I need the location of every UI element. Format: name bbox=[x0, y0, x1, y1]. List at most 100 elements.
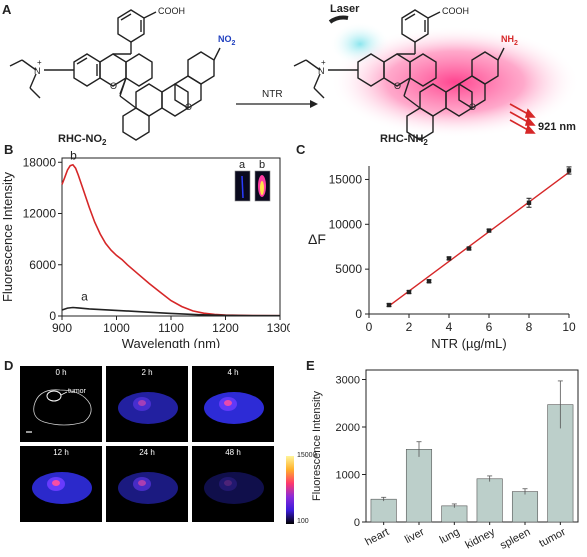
product-cooh: COOH bbox=[442, 6, 469, 16]
plot-frame bbox=[365, 369, 579, 523]
time-label: 4 h bbox=[227, 368, 239, 377]
tumor-pointer bbox=[60, 391, 68, 396]
imaging-frame: 12 h bbox=[20, 446, 102, 522]
x-tick-label: liver bbox=[403, 526, 427, 546]
data-point bbox=[446, 256, 452, 261]
panel-label-b: B bbox=[4, 142, 14, 157]
x-tick-label: kidney bbox=[463, 526, 497, 552]
series-label-a: a bbox=[81, 290, 88, 304]
y-tick-label: 0 bbox=[354, 517, 360, 529]
y-tick-label: 5000 bbox=[335, 262, 362, 276]
y-tick-label: 12000 bbox=[23, 207, 57, 221]
mouse-image bbox=[204, 472, 264, 504]
mouse-signal-body bbox=[204, 472, 264, 504]
data-point bbox=[386, 302, 392, 308]
x-axis-label: NTR (µg/mL) bbox=[431, 336, 506, 351]
data-point bbox=[426, 279, 432, 284]
x-tick-label: 8 bbox=[526, 320, 533, 334]
y-axis-label: Fluorescence Intensity bbox=[311, 390, 323, 501]
reactant-structure bbox=[9, 9, 221, 141]
inset-core-b bbox=[260, 181, 264, 195]
product-o-atom-2: O bbox=[469, 102, 476, 112]
in-vivo-imaging-grid: tumor 0 h 2 h 4 h 12 h 24 h 48 h 15000 100 bbox=[20, 366, 316, 536]
bar-kidney bbox=[476, 478, 503, 523]
y-tick-label: 2000 bbox=[336, 422, 360, 434]
data-point bbox=[526, 200, 532, 205]
mouse-outline bbox=[33, 389, 92, 426]
y-axis-label: ΔF bbox=[308, 231, 326, 247]
tumor-hotspot bbox=[138, 400, 146, 406]
data-point bbox=[486, 228, 492, 233]
data-point bbox=[566, 168, 572, 173]
y-tick-label: 18000 bbox=[23, 155, 57, 169]
y-tick-label: 1000 bbox=[336, 470, 360, 482]
reactant-o-atom: O bbox=[110, 81, 117, 91]
laser-icon bbox=[328, 15, 349, 24]
bar-liver bbox=[405, 449, 433, 523]
reactant-o-atom-2: O bbox=[185, 102, 192, 112]
time-label: 2 h bbox=[141, 368, 153, 377]
imaging-frame: 48 h bbox=[192, 446, 274, 522]
mouse-image bbox=[204, 392, 264, 424]
series-line-b bbox=[61, 163, 281, 317]
calibration-chart: 0 2 4 6 8 10 0 5000 10000 15000 NTR (µg/mL) ΔF bbox=[308, 166, 576, 351]
product-structure bbox=[293, 9, 505, 141]
product-nh2: NH2 bbox=[501, 34, 518, 47]
reactant-cooh: COOH bbox=[158, 6, 185, 16]
panel-label-a: A bbox=[2, 2, 12, 17]
emission-label: 921 nm bbox=[538, 121, 576, 133]
bar-heart bbox=[370, 498, 397, 523]
panel-label-c: C bbox=[296, 142, 306, 157]
panel-label-e: E bbox=[306, 358, 315, 373]
product-o-atom: O bbox=[394, 81, 401, 91]
tumor-label: tumor bbox=[68, 388, 87, 395]
product-n-atom: N bbox=[318, 66, 325, 76]
y-tick-label: 0 bbox=[49, 309, 56, 323]
data-point bbox=[406, 289, 412, 295]
biodistribution-bar-chart: 0 1000 2000 3000 Fluorescence Intensity heart… bbox=[311, 369, 579, 552]
reactant-n-plus: + bbox=[37, 58, 42, 67]
color-scale-max: 15000 bbox=[297, 452, 317, 459]
x-tick-label: 6 bbox=[486, 320, 493, 334]
x-tick-label: 2 bbox=[406, 320, 413, 334]
data-point bbox=[466, 246, 472, 251]
product-glow bbox=[330, 26, 580, 138]
tumor-hotspot bbox=[52, 480, 60, 486]
time-label: 48 h bbox=[225, 448, 241, 457]
color-scale-min: 100 bbox=[297, 518, 309, 525]
x-tick-label: 1000 bbox=[103, 321, 130, 335]
y-axis-label: Fluorescence Intensity bbox=[0, 171, 15, 302]
x-tick-label: 1200 bbox=[212, 321, 239, 335]
mouse-signal-spot bbox=[219, 477, 237, 491]
series-line-a bbox=[61, 306, 280, 317]
y-tick-label: 0 bbox=[355, 307, 362, 321]
panel-a-scheme: COOH NO2 N + O O RHC-NO2 NTR Laser bbox=[9, 3, 580, 145]
imaging-frame: 4 h bbox=[192, 366, 274, 442]
y-tick-label: 15000 bbox=[329, 172, 363, 186]
imaging-frame: 2 h bbox=[106, 366, 188, 442]
fit-line bbox=[388, 171, 570, 307]
y-tick-label: 3000 bbox=[336, 375, 360, 387]
x-axis-label: Wavelength (nm) bbox=[122, 336, 221, 348]
reactant-name: RHC-NO2 bbox=[58, 133, 107, 145]
x-tick-label: spleen bbox=[498, 526, 532, 552]
time-label: 12 h bbox=[53, 448, 69, 457]
product-name: RHC-NH2 bbox=[380, 133, 428, 145]
intensity-color-scale bbox=[286, 456, 294, 524]
inset-label-a: a bbox=[239, 159, 246, 171]
bar-spleen bbox=[511, 491, 539, 523]
x-tick-label: tumor bbox=[537, 526, 568, 550]
time-label: 24 h bbox=[139, 448, 155, 457]
imaging-frame: 24 h bbox=[106, 446, 188, 522]
tumor-hotspot bbox=[224, 400, 232, 406]
reactant-no2: NO2 bbox=[218, 34, 236, 47]
x-tick-label: 10 bbox=[562, 320, 576, 334]
reaction-arrow-head bbox=[310, 100, 318, 108]
reaction-arrow-label: NTR bbox=[262, 89, 283, 100]
reactant-n-atom: N bbox=[34, 66, 41, 76]
tumor-circle bbox=[46, 390, 62, 402]
x-tick-label: 0 bbox=[366, 320, 373, 334]
x-tick-label: 900 bbox=[52, 321, 72, 335]
x-tick-label: 1100 bbox=[158, 321, 184, 335]
